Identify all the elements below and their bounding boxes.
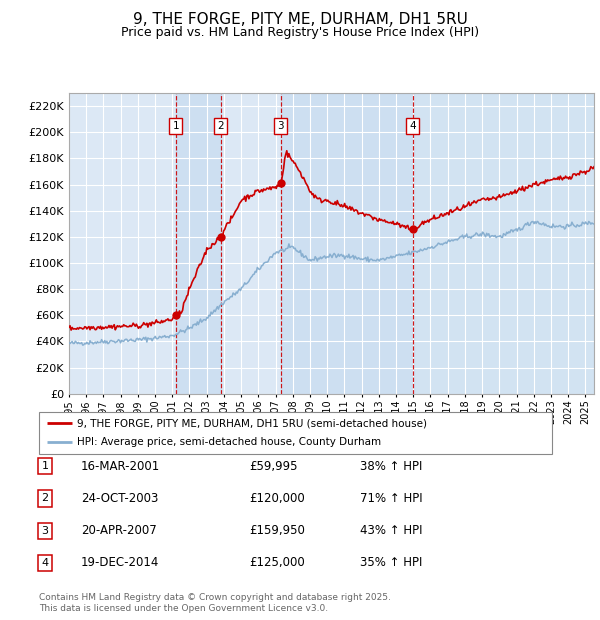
Text: 4: 4	[41, 558, 49, 568]
Text: 2: 2	[217, 121, 224, 131]
Text: 19-DEC-2014: 19-DEC-2014	[81, 557, 160, 569]
Text: 3: 3	[41, 526, 49, 536]
Text: £125,000: £125,000	[249, 557, 305, 569]
Text: £159,950: £159,950	[249, 525, 305, 537]
Text: 2: 2	[41, 494, 49, 503]
Text: 1: 1	[173, 121, 179, 131]
Text: 71% ↑ HPI: 71% ↑ HPI	[360, 492, 422, 505]
Bar	[176, 93, 221, 394]
Text: 9, THE FORGE, PITY ME, DURHAM, DH1 5RU: 9, THE FORGE, PITY ME, DURHAM, DH1 5RU	[133, 12, 467, 27]
Text: 35% ↑ HPI: 35% ↑ HPI	[360, 557, 422, 569]
Text: 24-OCT-2003: 24-OCT-2003	[81, 492, 158, 505]
Bar	[281, 93, 594, 394]
Text: Price paid vs. HM Land Registry's House Price Index (HPI): Price paid vs. HM Land Registry's House …	[121, 26, 479, 39]
Text: 1: 1	[41, 461, 49, 471]
FancyBboxPatch shape	[39, 412, 552, 454]
Text: 9, THE FORGE, PITY ME, DURHAM, DH1 5RU (semi-detached house): 9, THE FORGE, PITY ME, DURHAM, DH1 5RU (…	[77, 418, 427, 428]
Text: 16-MAR-2001: 16-MAR-2001	[81, 460, 160, 472]
Bar	[176, 93, 221, 394]
Text: 38% ↑ HPI: 38% ↑ HPI	[360, 460, 422, 472]
Text: £120,000: £120,000	[249, 492, 305, 505]
Text: £59,995: £59,995	[249, 460, 298, 472]
Text: 43% ↑ HPI: 43% ↑ HPI	[360, 525, 422, 537]
Text: 4: 4	[409, 121, 416, 131]
Text: Contains HM Land Registry data © Crown copyright and database right 2025.
This d: Contains HM Land Registry data © Crown c…	[39, 593, 391, 613]
Text: HPI: Average price, semi-detached house, County Durham: HPI: Average price, semi-detached house,…	[77, 438, 382, 448]
Text: 20-APR-2007: 20-APR-2007	[81, 525, 157, 537]
Bar	[281, 93, 414, 394]
Text: 3: 3	[277, 121, 284, 131]
